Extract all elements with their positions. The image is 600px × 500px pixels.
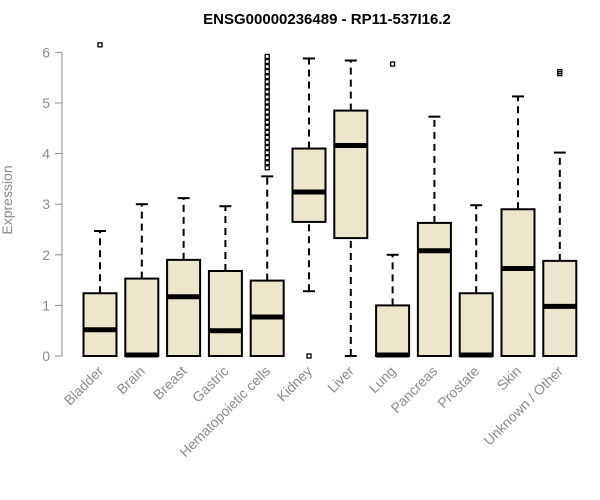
boxes-group [82,42,578,359]
outlier-point [264,129,270,135]
x-tick-label: Unknown / Other [480,363,566,449]
y-tick-label: 4 [42,146,50,162]
outlier-point [97,42,103,48]
outlier-point [557,68,563,75]
x-tick-label: Lung [365,363,398,396]
y-tick-label: 1 [42,297,50,313]
chart-title: ENSG00000236489 - RP11-537I16.2 [203,11,451,28]
outlier-point [264,99,270,105]
box-2 [124,203,160,358]
box-11 [500,95,536,357]
outlier-point [264,165,270,171]
outlier-point [264,160,270,166]
outlier-point [264,139,270,146]
box-5 [249,53,285,357]
box-6 [291,57,327,359]
y-axis-label: Expression [0,165,15,234]
outlier-point [264,114,270,120]
box-body [124,277,160,357]
outlier-point [264,68,270,75]
x-tick-label: Brain [113,363,147,397]
outlier-point [264,84,270,90]
box-body [82,292,118,358]
y-tick-label: 3 [42,196,50,212]
outlier-point [264,58,270,65]
outlier-point [264,94,270,100]
y-tick-label: 6 [42,44,50,60]
y-tick-label: 2 [42,247,50,263]
box-body [458,292,494,358]
box-9 [416,115,452,357]
box-body [291,147,327,223]
outlier-point [264,79,270,85]
box-1 [82,42,118,358]
x-tick-label: Bladder [61,363,107,409]
x-tick-label: Prostate [434,363,482,411]
outlier-point [264,124,270,130]
box-10 [458,204,494,358]
outlier-point [264,154,270,161]
box-8 [375,61,411,358]
outlier-point [264,149,270,156]
outlier-point [264,63,270,70]
outlier-point [264,144,270,151]
y-tick-label: 5 [42,95,50,111]
box-body [500,208,536,357]
box-3 [166,197,202,357]
x-tick-label: Kidney [274,363,316,405]
box-12 [542,68,578,358]
outlier-point [264,53,270,60]
box-4 [207,205,243,358]
outlier-point [264,74,270,80]
x-tick-label: Breast [150,363,190,403]
outlier-point [264,134,270,141]
outlier-point [264,89,270,95]
box-body [166,258,202,357]
box-body [207,269,243,358]
outlier-point [389,61,396,67]
y-tick-label: 0 [42,348,50,364]
outlier-point [306,353,312,359]
box-body [416,221,452,357]
axes: 0 1 2 3 4 5 6 [42,44,63,364]
box-7 [333,59,369,357]
outlier-point [264,109,270,115]
x-tick-label: Liver [324,363,357,396]
outlier-point [264,104,270,110]
outlier-point [264,119,270,125]
x-tick-label: Skin [494,363,525,394]
box-body [333,109,369,240]
box-body [375,304,411,357]
